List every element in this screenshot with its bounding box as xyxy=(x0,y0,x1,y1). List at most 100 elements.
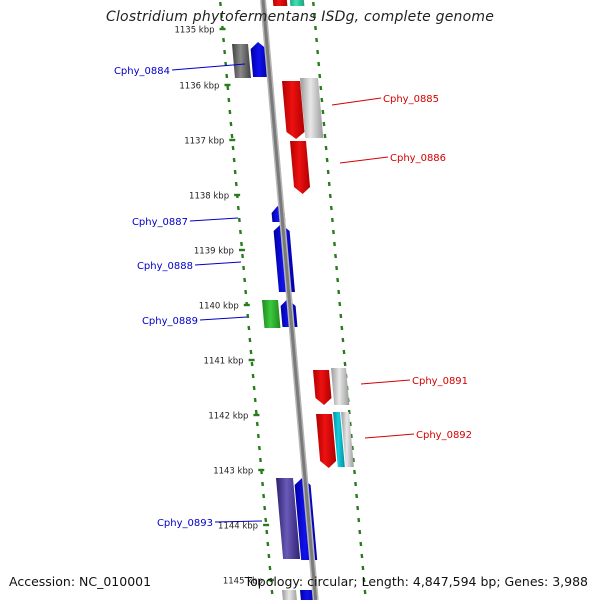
outer-track-dot xyxy=(340,302,341,306)
inner-track-dot xyxy=(229,98,230,102)
inner-track-dot xyxy=(233,146,234,150)
gene-feature xyxy=(313,370,331,405)
outer-track-dot xyxy=(327,158,328,162)
gene-label: Cphy_0892 xyxy=(416,430,472,441)
outer-track-dot xyxy=(334,242,335,246)
outer-track-dot xyxy=(322,98,323,102)
inner-track-dot xyxy=(258,434,259,438)
inner-track-dot xyxy=(223,38,224,42)
gene-feature xyxy=(282,590,298,600)
outer-track-dot xyxy=(360,530,361,534)
genome-summary-text: Topology: circular; Length: 4,847,594 bp… xyxy=(245,574,588,589)
outer-track-dot xyxy=(354,470,355,474)
kbp-tick-label: 1140 kbp xyxy=(199,302,239,312)
inner-track-dot xyxy=(228,86,229,90)
gene-label: Cphy_0886 xyxy=(390,153,446,164)
gene-label: Cphy_0884 xyxy=(114,66,170,77)
gene-feature xyxy=(272,0,287,6)
gene-feature xyxy=(289,0,304,6)
outer-track-dot xyxy=(332,218,333,222)
gene-label: Cphy_0889 xyxy=(142,316,198,327)
inner-track-dot xyxy=(252,362,253,366)
inner-track-dot xyxy=(241,242,242,246)
outer-track-dot xyxy=(315,26,316,30)
gene-label: Cphy_0893 xyxy=(157,518,213,529)
inner-track-dot xyxy=(253,374,254,378)
gene-leader-line xyxy=(340,157,388,163)
outer-track-dot xyxy=(362,554,363,558)
gene-label: Cphy_0888 xyxy=(137,261,193,272)
outer-track-dot xyxy=(333,230,334,234)
inner-track-dot xyxy=(272,590,273,594)
outer-track-dot xyxy=(338,290,339,294)
inner-track-dot xyxy=(220,2,221,6)
inner-track-dot xyxy=(268,542,269,546)
gene-leader-line xyxy=(365,434,414,438)
inner-track-dot xyxy=(259,446,260,450)
gene-leader-line xyxy=(332,98,381,105)
inner-track-dot xyxy=(230,110,231,114)
accession-text: Accession: NC_010001 xyxy=(9,574,151,589)
kbp-tick-label: 1136 kbp xyxy=(179,82,219,92)
gene-label: Cphy_0887 xyxy=(132,217,188,228)
inner-track-dot xyxy=(234,158,235,162)
outer-track-dot xyxy=(325,134,326,138)
kbp-tick-label: 1135 kbp xyxy=(174,26,214,36)
inner-track-dot xyxy=(264,506,265,510)
gene-feature xyxy=(290,141,310,194)
outer-track-dot xyxy=(331,206,332,210)
outer-track-dot xyxy=(345,362,346,366)
outer-track-dot xyxy=(363,566,364,570)
inner-track-dot xyxy=(242,254,243,258)
outer-track-dot xyxy=(328,170,329,174)
gene-feature xyxy=(262,300,280,328)
outer-track-dot xyxy=(317,50,318,54)
outer-track-dot xyxy=(344,350,345,354)
inner-track-dot xyxy=(263,494,264,498)
outer-track-dot xyxy=(321,86,322,90)
inner-track-dot xyxy=(235,170,236,174)
gene-leader-line xyxy=(195,262,241,265)
outer-track-dot xyxy=(330,194,331,198)
outer-track-dot xyxy=(341,314,342,318)
outer-track-dot xyxy=(318,62,319,66)
kbp-tick-label: 1144 kbp xyxy=(218,522,258,532)
inner-track-dot xyxy=(243,266,244,270)
gene-feature xyxy=(232,44,251,78)
inner-track-dot xyxy=(238,206,239,210)
gene-leader-line xyxy=(361,380,410,384)
inner-track-dot xyxy=(265,518,266,522)
inner-track-dot xyxy=(240,230,241,234)
outer-track-dot xyxy=(355,482,356,486)
outer-track-dot xyxy=(337,278,338,282)
kbp-tick-label: 1143 kbp xyxy=(213,467,253,477)
inner-track-dot xyxy=(270,566,271,570)
kbp-tick-label: 1139 kbp xyxy=(194,247,234,257)
outer-track-dot xyxy=(313,2,314,6)
outer-track-dot xyxy=(329,182,330,186)
inner-track-dot xyxy=(254,386,255,390)
outer-track-dot xyxy=(358,518,359,522)
inner-track-dot xyxy=(257,422,258,426)
inner-track-dot xyxy=(250,338,251,342)
outer-track-dot xyxy=(319,74,320,78)
inner-track-dot xyxy=(244,278,245,282)
kbp-tick-label: 1138 kbp xyxy=(189,192,229,202)
inner-track-dot xyxy=(251,350,252,354)
inner-track-dot xyxy=(260,458,261,462)
kbp-tick-label: 1142 kbp xyxy=(208,412,248,422)
kbp-tick-label: 1141 kbp xyxy=(204,357,244,367)
inner-track-dot xyxy=(262,482,263,486)
gene-feature xyxy=(331,368,349,405)
inner-track-dot xyxy=(269,554,270,558)
gene-leader-line xyxy=(200,317,247,320)
inner-track-dot xyxy=(248,314,249,318)
inner-track-dot xyxy=(226,74,227,78)
outer-track-dot xyxy=(326,146,327,150)
outer-track-dot xyxy=(343,338,344,342)
outer-track-dot xyxy=(356,494,357,498)
outer-track-dot xyxy=(324,122,325,126)
